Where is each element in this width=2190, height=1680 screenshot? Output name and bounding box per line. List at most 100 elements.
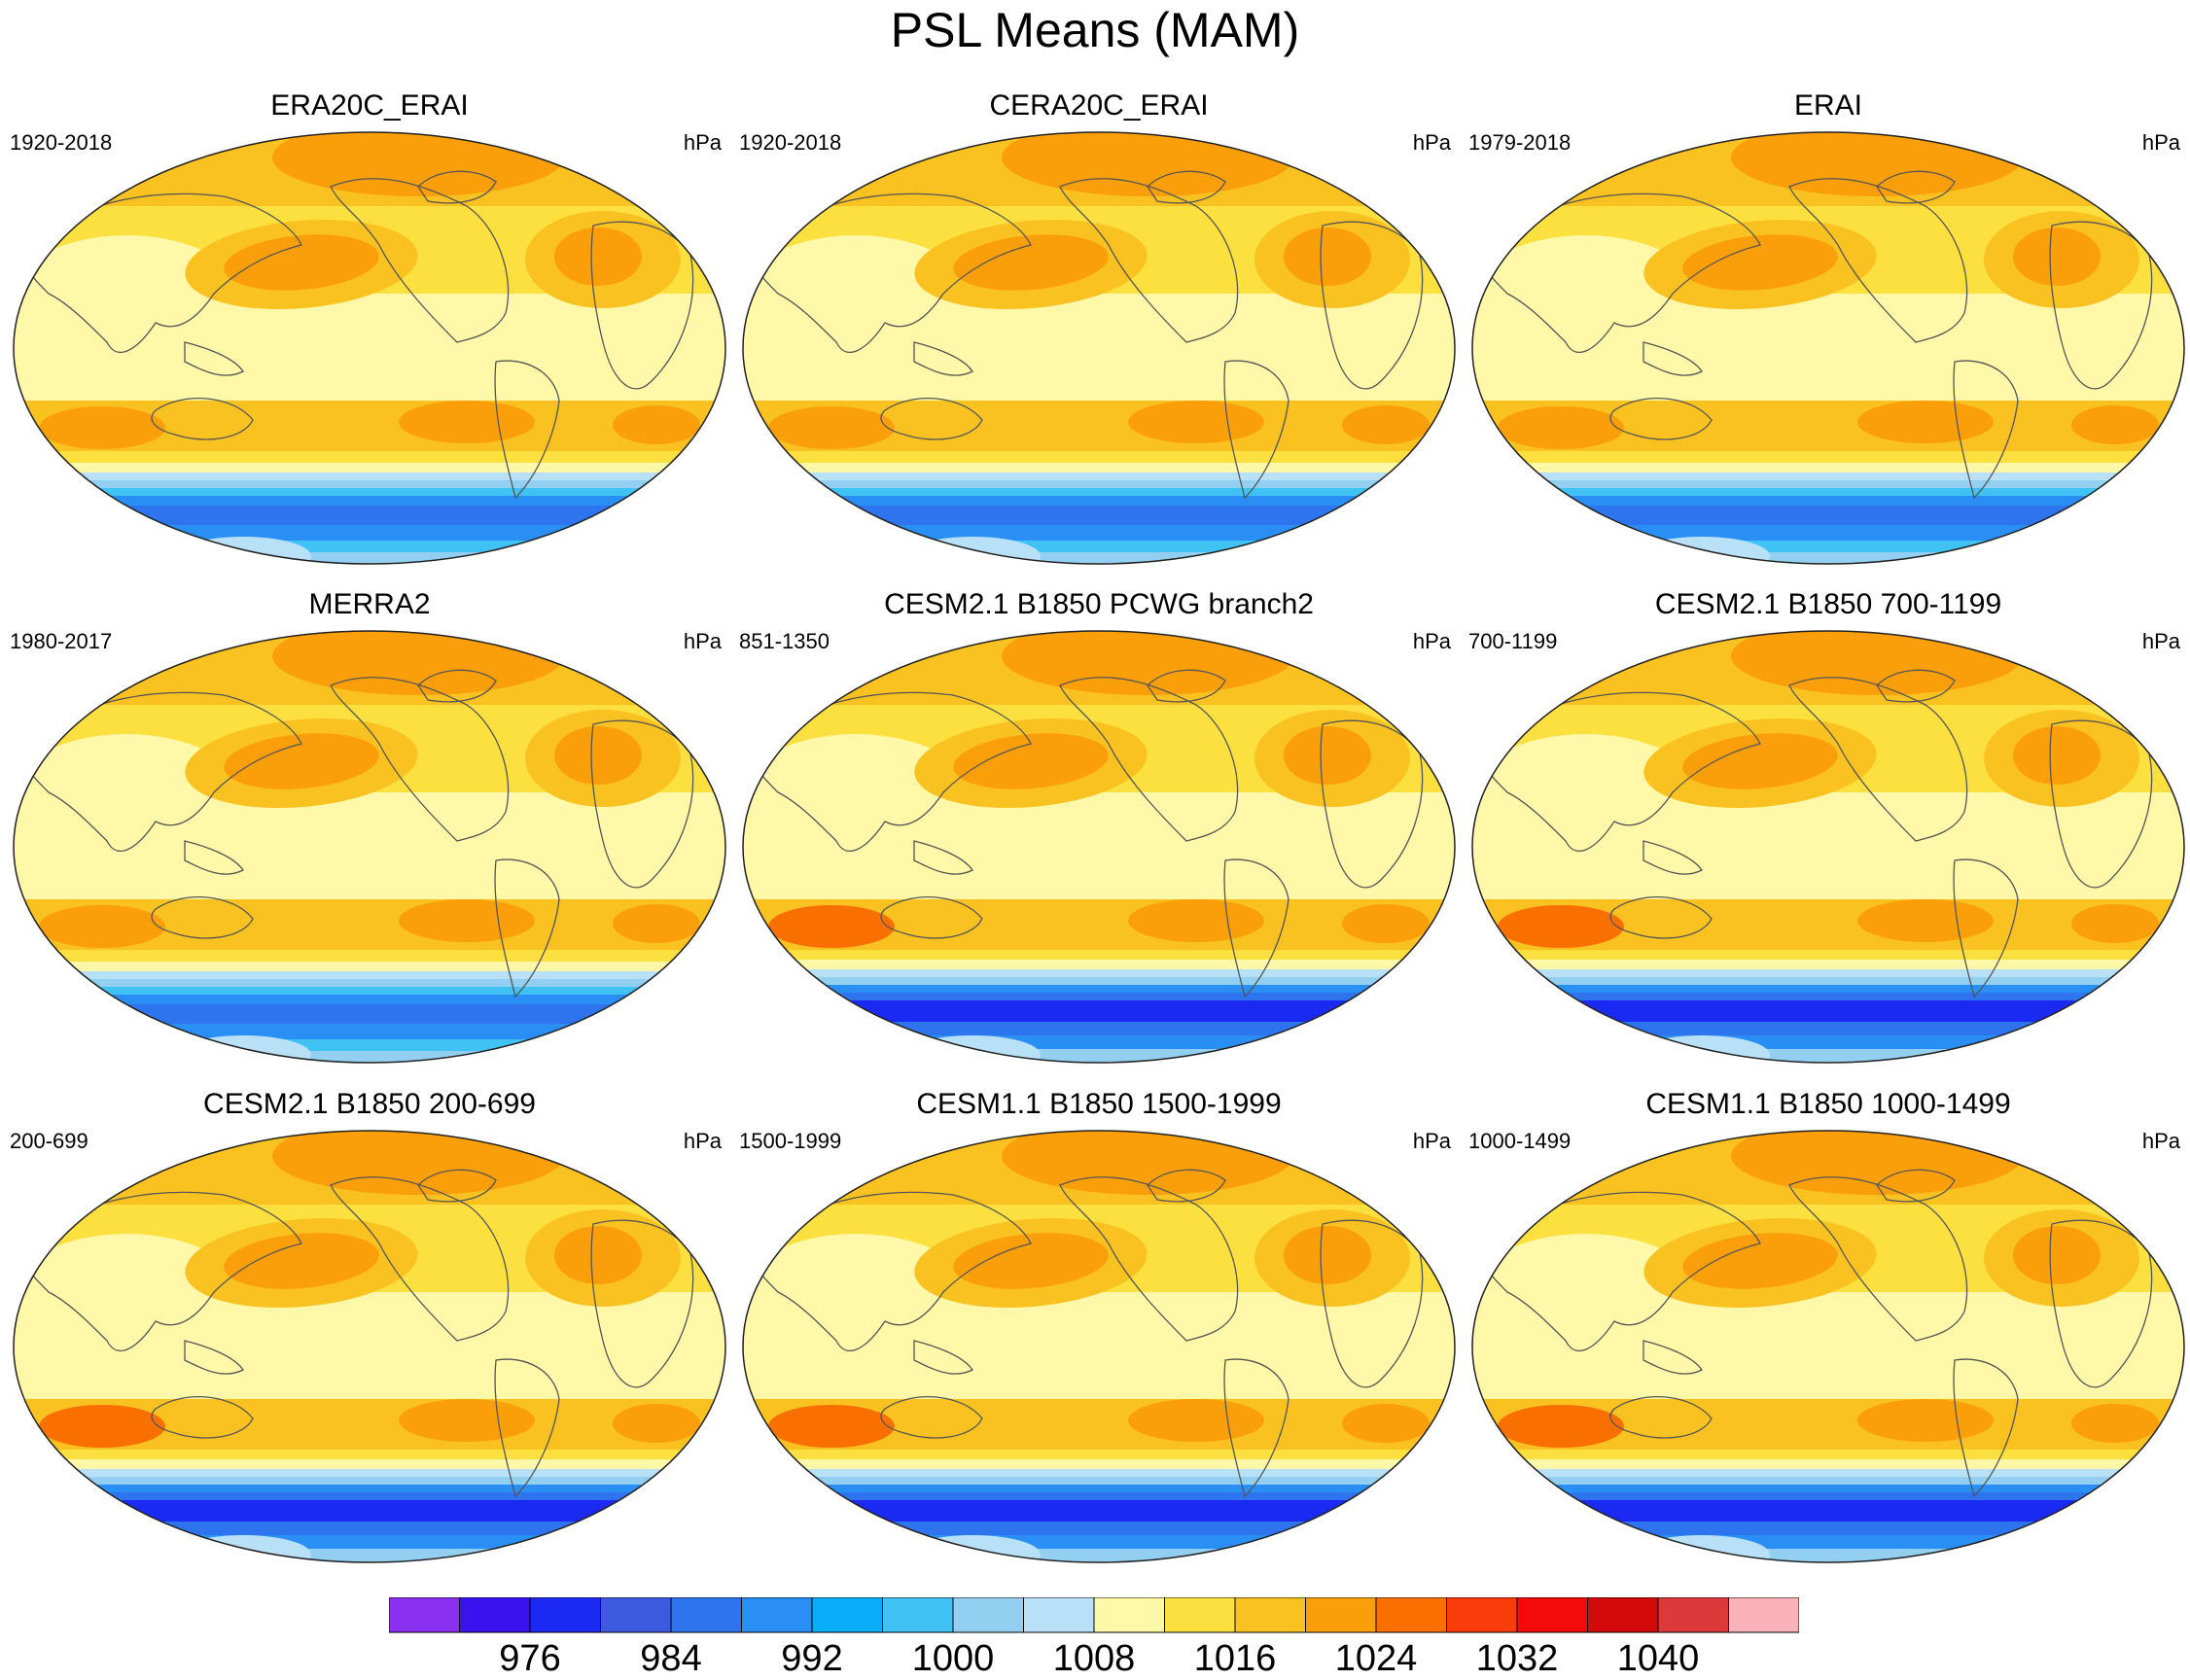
colorbar-label: 1000 (911, 1638, 995, 1679)
south-atlantic-high (1342, 904, 1430, 943)
panel-units: hPa (683, 629, 722, 653)
map-panel: MERRA2 1980-2017 hPa (10, 586, 729, 1064)
colorbar-label: 1016 (1193, 1638, 1277, 1679)
psl-map (13, 1130, 726, 1563)
panel-period: 700-1199 (1468, 629, 1558, 653)
colorbar-swatch (1728, 1597, 1799, 1633)
south-indian-high (1498, 905, 1624, 948)
colorbar-label: 984 (640, 1638, 702, 1679)
north-pacific-high (224, 733, 379, 789)
colorbar-swatch (1023, 1597, 1095, 1633)
panel-period: 1980-2017 (10, 629, 113, 653)
azores-high (1284, 228, 1371, 286)
south-atlantic-high (2071, 1404, 2159, 1443)
map-panel: CERA20C_ERAI 1920-2018 hPa (739, 88, 1459, 565)
colorbar-swatch (1234, 1597, 1306, 1633)
north-pacific-high (953, 733, 1109, 789)
map-panel: CESM2.1 B1850 200-699 200-699 hPa (10, 1086, 729, 1563)
south-atlantic-high (613, 405, 700, 444)
panel-title: CERA20C_ERAI (989, 89, 1209, 122)
colorbar-swatch (670, 1597, 742, 1633)
psl-map (742, 1130, 1456, 1563)
azores-high (554, 228, 642, 286)
azores-high (1284, 1226, 1371, 1284)
colorbar-swatch (741, 1597, 813, 1633)
panel-units: hPa (1412, 629, 1451, 653)
panel-units: hPa (683, 130, 722, 155)
south-indian-high (768, 406, 895, 449)
psl-map (1471, 1130, 2185, 1563)
south-indian-high (1498, 1405, 1624, 1448)
south-pacific-high (1128, 1399, 1264, 1442)
azores-high (554, 726, 642, 785)
panel-title: ERA20C_ERAI (270, 89, 469, 122)
colorbar-swatch (952, 1597, 1024, 1633)
figure-title: PSL Means (MAM) (890, 3, 1300, 57)
colorbar-label: 1040 (1616, 1638, 1700, 1679)
north-pacific-high (953, 234, 1109, 291)
coastlines (1483, 170, 2153, 500)
south-indian-high (768, 1405, 895, 1448)
south-pacific-high (1128, 899, 1264, 942)
north-pacific-high (1682, 234, 1838, 291)
panel-units: hPa (2141, 1129, 2180, 1153)
azores-high (554, 1226, 642, 1284)
panel-title: CESM1.1 B1850 1000-1499 (1645, 1088, 2011, 1120)
colorbar-swatch (1587, 1597, 1659, 1633)
south-pacific-high (1857, 899, 1994, 942)
coastlines (24, 170, 694, 500)
psl-map (1471, 630, 2185, 1064)
colorbar-label: 1024 (1334, 1638, 1418, 1679)
colorbar-swatch (1093, 1597, 1165, 1633)
psl-map (742, 131, 1456, 565)
coastlines (1483, 669, 2153, 998)
panel-units: hPa (2141, 629, 2180, 653)
colorbar-swatch (389, 1597, 460, 1633)
coastlines (24, 669, 694, 998)
colorbar-swatch (459, 1597, 531, 1633)
colorbar-swatch (600, 1597, 672, 1633)
south-indian-high (39, 406, 165, 449)
panel-period: 1500-1999 (739, 1129, 842, 1153)
south-pacific-high (1128, 401, 1264, 443)
panel-units: hPa (1412, 130, 1451, 155)
colorbar-swatch (529, 1597, 601, 1633)
south-pacific-high (399, 899, 535, 942)
south-indian-high (39, 905, 165, 948)
south-atlantic-high (613, 1404, 700, 1443)
panel-units: hPa (2141, 130, 2180, 155)
colorbar-swatch (1305, 1597, 1377, 1633)
colorbar-swatch (882, 1597, 954, 1633)
south-indian-high (768, 905, 895, 948)
north-pacific-high (1682, 733, 1838, 789)
map-panel: ERA20C_ERAI 1920-2018 hPa (10, 88, 729, 565)
south-atlantic-high (2071, 904, 2159, 943)
panel-title: CESM2.1 B1850 PCWG branch2 (884, 588, 1314, 620)
psl-map (1471, 131, 2185, 565)
south-pacific-high (1857, 1399, 1994, 1442)
coastlines (754, 1169, 1424, 1498)
south-atlantic-high (613, 904, 700, 943)
azores-high (1284, 726, 1371, 785)
south-indian-high (39, 1405, 165, 1448)
map-panel: CESM2.1 B1850 PCWG branch2 851-1350 hPa (739, 586, 1459, 1064)
coastlines (24, 1169, 694, 1498)
azores-high (2013, 726, 2101, 785)
colorbar-label: 1008 (1052, 1638, 1136, 1679)
panel-period: 200-699 (10, 1129, 88, 1153)
psl-map (742, 630, 1456, 1064)
colorbar-swatch (1516, 1597, 1588, 1633)
map-panel: CESM1.1 B1850 1000-1499 1000-1499 hPa (1468, 1086, 2188, 1563)
colorbar-swatch (1164, 1597, 1236, 1633)
colorbar-swatch (1375, 1597, 1447, 1633)
south-pacific-high (399, 401, 535, 443)
panel-units: hPa (1412, 1129, 1451, 1153)
colorbar (389, 1597, 1799, 1633)
south-pacific-high (1857, 401, 1994, 443)
colorbar-swatch (1446, 1597, 1518, 1633)
azores-high (2013, 1226, 2101, 1284)
map-panel: ERAI 1979-2018 hPa (1468, 88, 2188, 565)
panel-units: hPa (683, 1129, 722, 1153)
panel-period: 1920-2018 (10, 130, 113, 155)
north-pacific-high (1682, 1233, 1838, 1289)
